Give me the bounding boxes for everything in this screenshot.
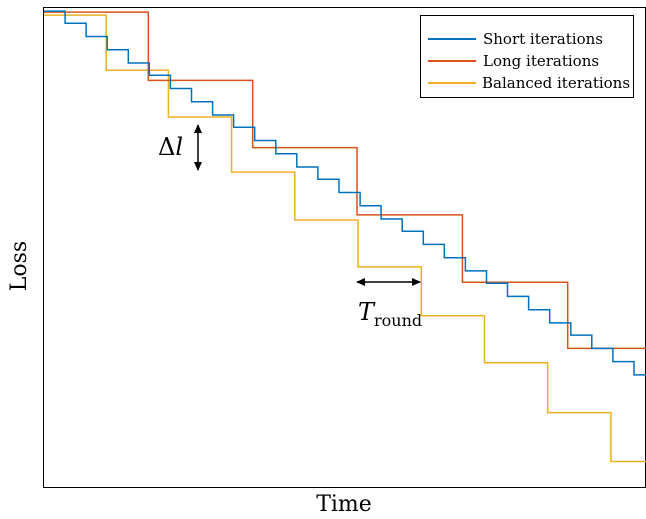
series-line-short-iterations [44, 10, 646, 376]
legend: Short iterations Long iterations Balance… [420, 15, 634, 98]
t-round-label: Tround [358, 298, 422, 330]
series-line-long-iterations [44, 11, 646, 350]
delta-symbol: Δ [158, 133, 175, 161]
t-round-annotation: Tround [356, 278, 422, 330]
x-axis-label: Time [316, 492, 372, 517]
series-line-balanced-iterations [44, 14, 646, 463]
delta-l-italic: l [175, 133, 183, 161]
series-layer [44, 10, 646, 463]
legend-label-short: Short iterations [483, 30, 603, 48]
legend-label-balanced: Balanced iterations [482, 74, 630, 92]
y-axis-label: Loss [7, 241, 32, 291]
delta-l-annotation: Δl [158, 124, 202, 171]
delta-l-label: Δl [158, 133, 183, 161]
t-round-italic: T [358, 298, 376, 326]
legend-label-long: Long iterations [483, 52, 599, 70]
t-round-subscript: round [374, 311, 422, 330]
